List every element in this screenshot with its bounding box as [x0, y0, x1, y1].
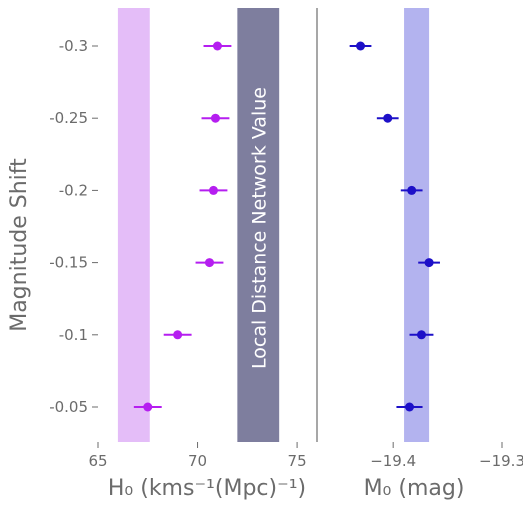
x-tick-label: 65	[88, 452, 107, 470]
data-point	[204, 258, 214, 268]
y-tick-label: -0.2	[59, 181, 88, 199]
x-tick-label: 75	[288, 452, 307, 470]
data-point	[210, 113, 220, 123]
y-tick-label: -0.1	[59, 326, 88, 344]
data-point	[416, 330, 426, 340]
data-point	[173, 330, 183, 340]
data-point	[143, 402, 153, 412]
y-tick-label: -0.15	[49, 254, 88, 272]
x-axis-label-m0: M₀ (mag)	[364, 476, 465, 501]
x-tick-label: 70	[188, 452, 207, 470]
local-distance-network-band	[237, 8, 280, 442]
data-point	[212, 41, 222, 51]
x-tick-label: −19.4	[370, 452, 416, 470]
x-tick-label: −19.3	[479, 452, 523, 470]
data-point	[424, 258, 434, 268]
data-point	[356, 41, 366, 51]
y-tick-label: -0.25	[49, 109, 88, 127]
data-point	[383, 113, 393, 123]
confidence-band	[404, 8, 430, 442]
y-axis-label: Magnitude Shift	[7, 158, 32, 332]
data-point	[407, 185, 417, 195]
h0-panel: Local Distance Network Value 65 70 75	[88, 8, 307, 470]
band-label: Local Distance Network Value	[248, 87, 270, 369]
confidence-band	[117, 8, 150, 442]
y-tick-label: -0.3	[59, 37, 88, 55]
y-tick-labels: -0.3 -0.25 -0.2 -0.15 -0.1 -0.05	[49, 37, 98, 416]
x-axis-label-h0: H₀ (kms⁻¹(Mpc)⁻¹)	[108, 476, 306, 501]
m0-panel: −19.4 −19.3	[349, 8, 523, 470]
y-tick-label: -0.05	[49, 398, 88, 416]
data-point	[208, 185, 218, 195]
data-point	[405, 402, 414, 412]
